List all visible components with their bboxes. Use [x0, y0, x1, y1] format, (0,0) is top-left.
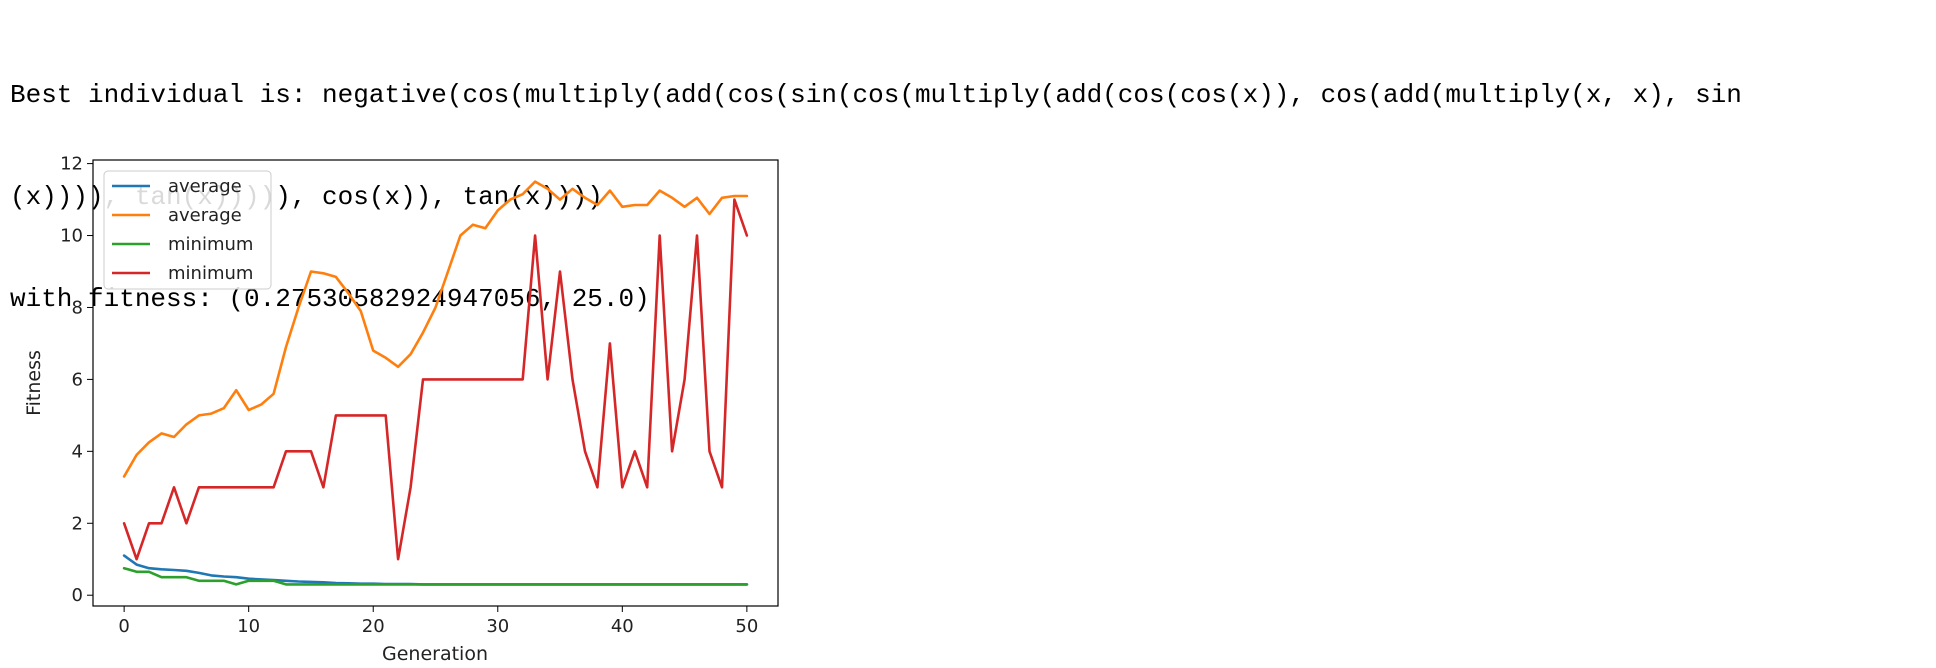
y-axis: 0 2 4 6 8 10 12	[60, 154, 93, 606]
output-line-3: with fitness: (0.27530582924947056, 25.0…	[10, 284, 650, 314]
y-tick-label: 8	[72, 297, 83, 318]
legend-label-4: minimum	[168, 263, 253, 284]
x-axis-label: Generation	[382, 643, 488, 665]
y-tick-label: 4	[72, 441, 83, 462]
x-tick-label: 30	[486, 616, 509, 637]
x-tick-label: 20	[362, 616, 385, 637]
output-line-1: Best individual is: negative(cos(multipl…	[10, 80, 1742, 110]
series-line-2	[122, 180, 749, 478]
y-tick-label: 0	[72, 585, 83, 606]
y-axis-label: Fitness	[23, 350, 45, 416]
x-tick-label: 50	[735, 616, 758, 637]
x-tick-label: 0	[118, 616, 129, 637]
y-tick-label: 12	[60, 154, 83, 175]
legend-label-3: minimum	[168, 234, 253, 255]
cell-output-text: Best individual is: negative(cos(multipl…	[10, 10, 1926, 350]
y-tick-label: 10	[60, 226, 83, 247]
y-tick-label: 2	[72, 513, 83, 534]
plot-content	[122, 180, 749, 586]
legend: average average minimum minimum	[103, 170, 272, 290]
legend-frame	[103, 170, 272, 290]
plot-frame	[92, 159, 779, 607]
x-tick-label: 40	[611, 616, 634, 637]
x-tick-label: 10	[237, 616, 260, 637]
fitness-line-chart: 0 10 20 30 40 50 0 2 4 6 8 10 12 Generation Fitness…	[23, 154, 779, 665]
legend-label-1: average	[168, 176, 242, 197]
series-line-4	[122, 198, 749, 561]
y-tick-label: 6	[72, 369, 83, 390]
x-axis: 0 10 20 30 40 50	[118, 606, 758, 637]
legend-label-2: average	[168, 205, 242, 226]
series-line-3	[122, 566, 749, 586]
